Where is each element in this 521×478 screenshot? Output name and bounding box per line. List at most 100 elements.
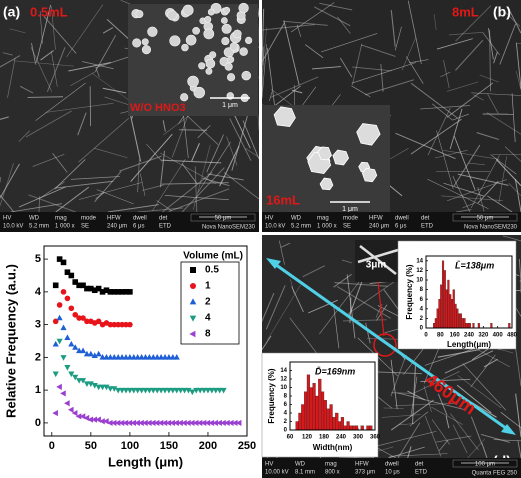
- nanowire: [156, 200, 172, 211]
- nanowire: [27, 96, 64, 98]
- sphere: [147, 26, 158, 37]
- marker: [64, 295, 71, 302]
- y-tick-label: 5: [35, 253, 41, 265]
- x-tick-label: 480: [507, 333, 518, 339]
- marker: [165, 354, 173, 360]
- nanowire: [431, 419, 451, 445]
- y-tick-label: 14: [416, 258, 423, 264]
- sphere: [187, 75, 199, 88]
- sphere: [185, 34, 197, 46]
- nanowire: [291, 286, 304, 313]
- marker: [122, 387, 130, 394]
- y-axis-label: Frequency (%): [405, 264, 414, 319]
- sphere: [198, 62, 206, 70]
- nanowire: [28, 194, 76, 213]
- marker: [204, 419, 211, 426]
- bar: [312, 383, 316, 431]
- marker: [99, 354, 106, 360]
- nanowire: [197, 141, 231, 193]
- sphere: [229, 42, 238, 51]
- nanowire: [341, 259, 352, 264]
- sphere: [209, 51, 217, 59]
- marker: [138, 419, 144, 426]
- nanowire: [445, 415, 450, 429]
- marker: [189, 389, 196, 396]
- nanowire: [452, 113, 469, 121]
- nanowire: [102, 27, 114, 34]
- nanowire: [261, 46, 265, 93]
- nanowire: [371, 430, 437, 448]
- nanowire: [462, 363, 507, 411]
- nanowire: [437, 393, 448, 416]
- marker: [122, 419, 129, 426]
- nanowire: [381, 414, 421, 418]
- bar: [463, 318, 466, 329]
- marker: [142, 387, 149, 394]
- nanowire: [427, 178, 489, 209]
- nanowire: [261, 8, 265, 65]
- marker: [111, 386, 118, 392]
- info-key: mag: [325, 462, 337, 468]
- marker: [111, 354, 118, 360]
- nanowire: [473, 94, 484, 101]
- nanowire: [390, 354, 407, 397]
- marker: [181, 387, 188, 394]
- info-value: 240 μm: [369, 224, 389, 230]
- marker: [119, 321, 125, 328]
- nanowire: [489, 29, 492, 92]
- highlight: [373, 333, 397, 357]
- nanowire: [13, 60, 74, 67]
- nanowire: [257, 114, 260, 131]
- nanowire: [55, 186, 90, 213]
- sphere: [232, 29, 242, 39]
- sphere: [239, 47, 248, 56]
- nanowire: [514, 178, 521, 213]
- nanowire: [333, 273, 352, 288]
- bar: [335, 412, 339, 431]
- nanowire: [0, 116, 9, 120]
- nanowire: [130, 133, 173, 182]
- nanowire: [32, 153, 65, 167]
- marker: [68, 272, 75, 279]
- plate: [332, 149, 350, 166]
- nanowire: [380, 63, 384, 92]
- marker: [130, 419, 137, 426]
- sphere: [182, 4, 194, 16]
- nanowire: [467, 438, 486, 459]
- marker: [146, 354, 153, 360]
- panel-label: (a): [3, 4, 20, 20]
- marker: [150, 354, 157, 360]
- marker: [118, 419, 125, 426]
- y-tick-label: 12: [416, 268, 423, 274]
- sphere: [204, 15, 212, 24]
- legend-marker: [189, 298, 197, 305]
- plate: [356, 123, 381, 146]
- nanowire: [191, 143, 200, 162]
- bar: [366, 425, 370, 431]
- marker: [185, 387, 192, 394]
- sphere: [220, 17, 228, 24]
- nanowire: [351, 43, 363, 86]
- marker: [165, 387, 173, 394]
- nanowire: [457, 375, 502, 409]
- marker: [192, 419, 199, 426]
- bar: [332, 417, 336, 431]
- nanowire: [405, 56, 424, 84]
- nanowire: [413, 371, 460, 394]
- x-tick-label: 50: [85, 440, 97, 452]
- info-value: 800 x: [325, 470, 340, 476]
- instrument: Quanta FEG 250: [472, 471, 518, 477]
- nanowire: [39, 11, 43, 44]
- nanowire: [407, 390, 426, 401]
- nanowire: [319, 2, 353, 11]
- nanowire: [410, 82, 458, 119]
- nanowire: [339, 57, 353, 78]
- nanowire: [280, 242, 291, 248]
- bar: [456, 308, 459, 329]
- nanowire: [119, 155, 162, 172]
- y-tick-label: 12: [280, 377, 287, 383]
- marker: [158, 354, 165, 360]
- y-tick-label: 1: [35, 384, 41, 396]
- nanowire: [319, 279, 362, 335]
